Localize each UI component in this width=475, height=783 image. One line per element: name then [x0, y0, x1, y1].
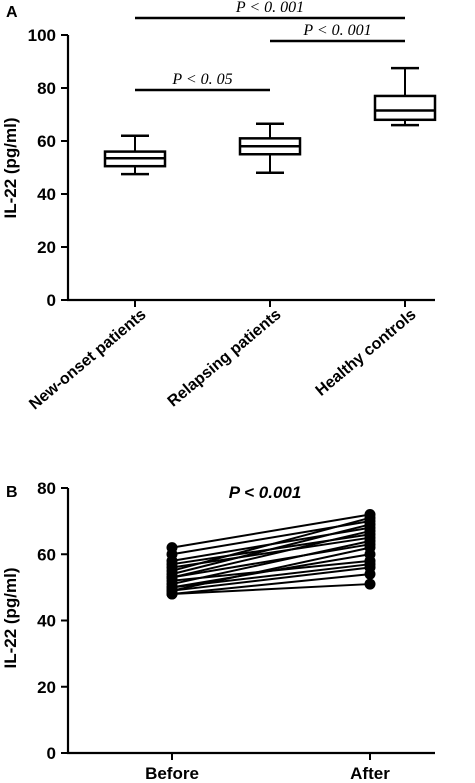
paired-line	[171, 543, 371, 579]
panel-a-y-tick-label: 20	[37, 238, 56, 257]
panel-b-y-tick-label: 60	[37, 545, 56, 564]
panel-b-y-tick-label: 80	[37, 479, 56, 498]
panel-a-y-tick-label: 80	[37, 79, 56, 98]
panel-a-y-tick-label: 60	[37, 132, 56, 151]
panel-b-x-tick-label: Before	[145, 764, 199, 783]
panel-a-y-label: IL-22 (pg/ml)	[1, 117, 20, 218]
paired-line	[171, 516, 371, 572]
box-2	[238, 122, 302, 175]
box-3	[373, 66, 437, 127]
significance-label: P < 0. 001	[302, 22, 371, 39]
box-1	[103, 134, 167, 176]
panel-a-x-tick-label: Relapsing patients	[165, 306, 285, 411]
point-before	[166, 588, 178, 600]
panel-b-y-tick-label: 40	[37, 612, 56, 631]
panel-a-y-tick-label: 100	[28, 26, 56, 45]
paired-line	[171, 583, 371, 595]
point-after	[364, 578, 376, 590]
point-after	[364, 542, 376, 554]
panel-a-label: A	[6, 4, 18, 21]
significance-label: P < 0. 05	[171, 71, 232, 88]
paired-line	[171, 513, 371, 549]
panel-b-x-tick-label: After	[350, 764, 390, 783]
panel-b-label: B	[6, 484, 18, 501]
panel-a-y-tick-label: 40	[37, 185, 56, 204]
paired-line	[171, 540, 371, 586]
point-after	[364, 568, 376, 580]
panel-a-y-tick-label: 0	[47, 291, 56, 310]
paired-line	[171, 546, 371, 592]
panel-b-y-tick-label: 20	[37, 678, 56, 697]
paired-line	[171, 573, 371, 595]
panel-b-y-label: IL-22 (pg/ml)	[1, 567, 20, 668]
point-after	[364, 525, 376, 537]
box-iqr	[373, 94, 437, 122]
panel-a-x-tick-label: New-onset patients	[26, 306, 149, 413]
panel-b-y-tick-label: 0	[47, 744, 56, 763]
paired-line	[171, 530, 371, 579]
paired-line	[171, 523, 371, 576]
panel-a-x-tick-label: Healthy controls	[313, 306, 420, 400]
paired-line	[171, 553, 371, 589]
panel-b-annotation: P < 0.001	[229, 483, 302, 502]
significance-label: P < 0. 001	[235, 0, 304, 16]
paired-line	[171, 566, 371, 592]
